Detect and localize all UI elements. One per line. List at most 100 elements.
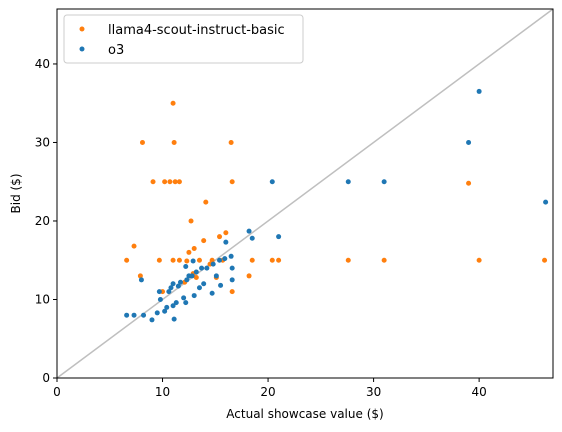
o3-data-point [209, 290, 215, 296]
o3-data-point [154, 310, 160, 316]
o3-data-point [196, 285, 202, 291]
diagonal-reference-line [56, 8, 554, 379]
legend: llama4-scout-instruct-basic o3 [63, 14, 304, 64]
o3-data-point [222, 256, 228, 262]
o3-data-point [201, 281, 207, 287]
o3-data-point [199, 265, 205, 271]
llama4-data-point [170, 257, 176, 263]
o3-data-point [189, 273, 195, 279]
o3-data-point [170, 303, 176, 309]
o3-data-point [276, 234, 282, 240]
legend-label-o3: o3 [108, 43, 124, 58]
llama4-data-point [193, 275, 199, 281]
llama4-data-point [381, 257, 387, 263]
o3-data-point [170, 281, 176, 287]
o3-data-point [184, 277, 190, 283]
llama4-data-point [171, 139, 177, 145]
o3-data-point [543, 199, 549, 205]
o3-data-point [228, 253, 234, 259]
llama4-data-point [184, 258, 190, 264]
llama4-data-point [124, 257, 130, 263]
llama4-data-point [246, 273, 252, 279]
o3-data-point [181, 295, 187, 301]
o3-data-point [166, 289, 172, 295]
o3-data-point [124, 312, 130, 318]
o3-data-point [175, 283, 181, 289]
llama4-data-point [167, 179, 173, 185]
o3-data-point [156, 289, 162, 295]
o3-data-point [164, 304, 170, 310]
llama4-data-point [139, 139, 145, 145]
o3-data-point [249, 235, 255, 241]
y-tick-label: 30 [35, 135, 50, 149]
reference-line-layer [56, 8, 554, 379]
llama4-data-point [345, 257, 351, 263]
o3-data-point [191, 293, 197, 299]
llama4-data-point [176, 257, 182, 263]
llama4-data-point [223, 230, 229, 236]
x-tick-label: 20 [260, 385, 275, 399]
o3-data-point [246, 228, 252, 234]
data-points-layer [124, 88, 549, 323]
o3-data-point [223, 239, 229, 245]
axis-ticks-layer: 0 10 20 30 40 0 10 20 30 40 [35, 57, 487, 399]
o3-data-point [218, 282, 224, 288]
x-tick-label: 0 [53, 385, 61, 399]
o3-data-point [229, 265, 235, 271]
o3-data-point [141, 312, 147, 318]
o3-data-point [210, 261, 216, 267]
llama4-data-point [276, 257, 282, 263]
x-axis-label: Actual showcase value ($) [226, 407, 383, 421]
llama4-data-point [176, 179, 182, 185]
legend-marker-o3 [79, 46, 85, 52]
llama4-data-point [203, 199, 209, 205]
llama4-data-point [209, 257, 215, 263]
y-axis-label: Bid ($) [9, 174, 23, 214]
llama4-data-point [131, 243, 137, 249]
o3-data-point [269, 179, 275, 185]
o3-data-point [193, 269, 199, 275]
llama4-data-point [156, 257, 162, 263]
llama4-data-point [229, 289, 235, 295]
llama4-data-point [137, 273, 143, 279]
o3-data-point [204, 265, 210, 271]
o3-data-point [138, 277, 144, 283]
llama4-data-point [191, 245, 197, 251]
o3-data-point [381, 179, 387, 185]
legend-label-llama4: llama4-scout-instruct-basic [108, 23, 285, 38]
legend-marker-llama4 [79, 26, 85, 32]
llama4-data-point [196, 257, 202, 263]
llama4-data-point [172, 179, 178, 185]
x-tick-label: 40 [471, 385, 486, 399]
o3-data-point [345, 179, 351, 185]
o3-data-point [157, 296, 163, 302]
o3-data-point [149, 317, 155, 323]
y-tick-label: 0 [42, 371, 50, 385]
o3-data-point [229, 277, 235, 283]
llama4-data-point [229, 179, 235, 185]
llama4-data-point [188, 218, 194, 224]
o3-data-point [213, 273, 219, 279]
llama4-data-point [228, 139, 234, 145]
o3-data-point [183, 300, 189, 306]
o3-data-point [466, 139, 472, 145]
o3-data-point [183, 264, 189, 270]
y-tick-label: 40 [35, 57, 50, 71]
llama4-data-point [201, 238, 207, 244]
o3-data-point [476, 88, 482, 94]
llama4-data-point [466, 180, 472, 186]
llama4-data-point [186, 249, 192, 255]
o3-data-point [168, 285, 174, 291]
llama4-data-point [170, 100, 176, 106]
o3-data-point [217, 257, 223, 263]
llama4-data-point [542, 257, 548, 263]
o3-data-point [190, 258, 196, 264]
x-tick-label: 30 [366, 385, 381, 399]
llama4-data-point [217, 234, 223, 240]
llama4-data-point [150, 179, 156, 185]
o3-data-point [171, 316, 177, 322]
y-tick-label: 20 [35, 214, 50, 228]
o3-data-point [131, 312, 137, 318]
o3-data-point [173, 300, 179, 306]
o3-data-point [162, 308, 168, 314]
